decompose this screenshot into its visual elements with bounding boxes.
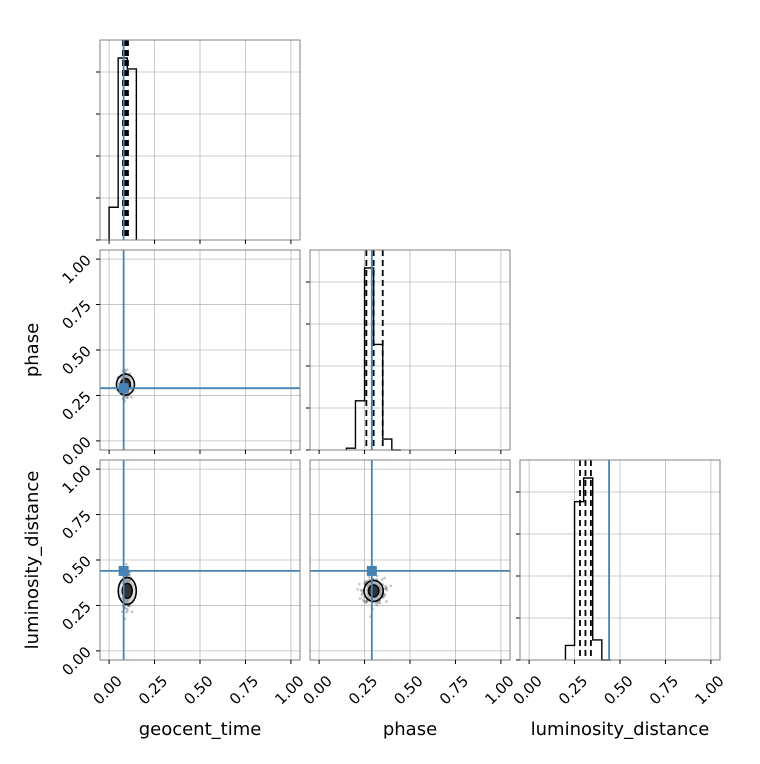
sample-point [360, 593, 364, 597]
truth-marker [118, 383, 129, 394]
sample-point [364, 601, 368, 605]
sample-point [385, 587, 388, 590]
contour-inner [121, 582, 133, 600]
y-tick-label: 0.00 [58, 643, 94, 679]
sample-point [359, 589, 363, 592]
x-tick-label: 1.00 [271, 672, 307, 708]
sample-point [124, 368, 127, 372]
sample-point [130, 395, 133, 399]
x-tick-label: 0.00 [299, 672, 335, 708]
sample-point [385, 589, 388, 592]
sample-point [381, 578, 384, 581]
x-tick-label: 0.25 [345, 672, 381, 708]
sample-point [358, 597, 362, 600]
x-tick-label: 0.75 [436, 672, 472, 708]
y-tick-label: 0.00 [58, 433, 94, 469]
x-tick-label: 0.25 [135, 672, 171, 708]
sample-point [125, 611, 128, 614]
y-axis-label-luminosity_distance: luminosity_distance [22, 471, 43, 650]
y-tick-label: 1.00 [58, 251, 94, 287]
panel-luminosity_distance-vs-phase: 0.00 0.25 0.50 0.75 1.00 phase [299, 459, 518, 740]
sample-point [376, 601, 379, 604]
y-tick-label: 0.50 [58, 342, 94, 378]
truth-marker [118, 565, 129, 576]
sample-point [128, 571, 131, 575]
x-tick-label: 1.00 [481, 672, 517, 708]
sample-point [363, 600, 366, 603]
y-tick-label: 1.00 [58, 461, 94, 497]
sample-point [361, 598, 365, 602]
x-tick-label: 0.75 [226, 672, 262, 708]
sample-point [389, 584, 393, 588]
sample-point [375, 603, 379, 607]
panel-geocent_time-vs-geocent_time [96, 39, 301, 244]
panel-luminosity_distance-vs-luminosity_distance: 0.00 0.25 0.50 0.75 1.00 luminosity_distance [509, 459, 728, 740]
sample-point [378, 601, 382, 605]
histogram-geocent_time [108, 57, 138, 240]
y-tick-label: 0.50 [58, 552, 94, 588]
x-axis-label-luminosity_distance: luminosity_distance [531, 719, 710, 740]
sample-point [374, 601, 377, 605]
x-tick-label: 0.25 [555, 672, 591, 708]
y-tick-label: 0.25 [58, 388, 94, 424]
sample-point [126, 396, 129, 400]
sample-point [383, 576, 386, 580]
sample-point [364, 599, 368, 603]
sample-point [363, 580, 367, 583]
sample-point [125, 562, 128, 566]
sample-point [356, 588, 360, 591]
sample-point [385, 586, 388, 590]
y-axis-label-phase: phase [22, 323, 43, 377]
x-tick-label: 0.75 [646, 672, 682, 708]
truth-marker [366, 565, 377, 576]
sample-point [365, 600, 369, 603]
x-tick-label: 0.00 [509, 672, 545, 708]
sample-point [383, 587, 387, 590]
x-axis-label-geocent_time: geocent_time [139, 719, 262, 740]
sample-point [384, 584, 387, 588]
sample-point [382, 595, 386, 599]
sample-point [358, 582, 361, 586]
sample-point [126, 609, 129, 613]
histogram-phase [345, 267, 401, 451]
sample-point [377, 601, 380, 604]
panel-luminosity_distance-vs-geocent_time: 0.000.250.500.751.00luminosity_distance0… [22, 459, 308, 740]
x-axis-label-phase: phase [383, 719, 437, 740]
sample-point [130, 610, 134, 614]
sample-point [127, 604, 130, 608]
contour-inner [367, 584, 380, 598]
x-tick-label: 0.50 [180, 672, 216, 708]
x-tick-label: 0.50 [390, 672, 426, 708]
sample-point [363, 582, 366, 585]
x-tick-label: 0.00 [89, 672, 125, 708]
sample-point [125, 396, 129, 399]
y-tick-label: 0.25 [58, 598, 94, 634]
sample-point [360, 591, 364, 595]
sample-point [367, 575, 371, 578]
x-tick-label: 1.00 [691, 672, 727, 708]
sample-point [365, 600, 369, 603]
sample-point [383, 593, 387, 597]
sample-point [126, 607, 129, 611]
histogram-luminosity_distance [564, 477, 611, 661]
sample-point [385, 600, 388, 603]
sample-point [125, 368, 129, 372]
panel-phase-vs-phase [306, 249, 511, 454]
x-tick-label: 0.50 [600, 672, 636, 708]
sample-point [128, 573, 132, 577]
sample-point [360, 589, 364, 592]
y-tick-label: 0.75 [58, 297, 94, 333]
y-tick-label: 0.75 [58, 507, 94, 543]
panel-phase-vs-geocent_time: 0.00 0.25 0.50 0.75 1.00 phase [22, 249, 301, 469]
